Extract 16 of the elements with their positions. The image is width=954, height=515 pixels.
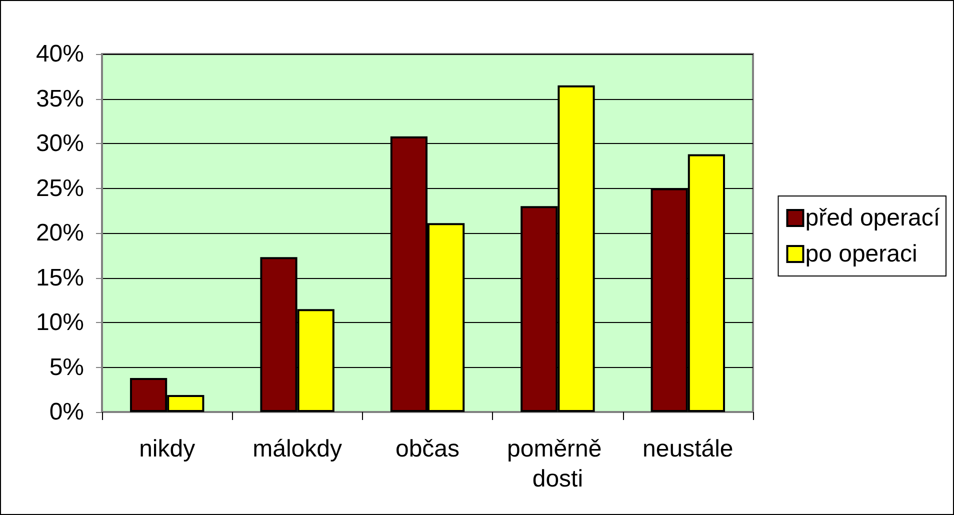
x-tick-label: neustále bbox=[642, 436, 734, 462]
y-tick-label: 15% bbox=[36, 264, 84, 292]
y-tick-label: 30% bbox=[36, 130, 84, 157]
y-tick-label: 10% bbox=[36, 309, 84, 336]
y-tick-label: 40% bbox=[36, 40, 84, 68]
legend-label: před operací bbox=[805, 204, 940, 232]
x-tick-label: málokdy bbox=[252, 436, 342, 462]
y-tick-label: 5% bbox=[49, 354, 84, 381]
x-tick-label: poměrně dosti bbox=[507, 436, 608, 492]
y-tick-label: 0% bbox=[49, 398, 84, 426]
y-tick-label: 35% bbox=[36, 85, 84, 112]
y-tick-label: 20% bbox=[36, 220, 84, 246]
y-tick-label: 25% bbox=[36, 174, 84, 202]
x-tick-label: občas bbox=[395, 436, 460, 462]
legend-label: po operaci bbox=[805, 240, 918, 268]
x-tick-label: nikdy bbox=[139, 436, 196, 462]
